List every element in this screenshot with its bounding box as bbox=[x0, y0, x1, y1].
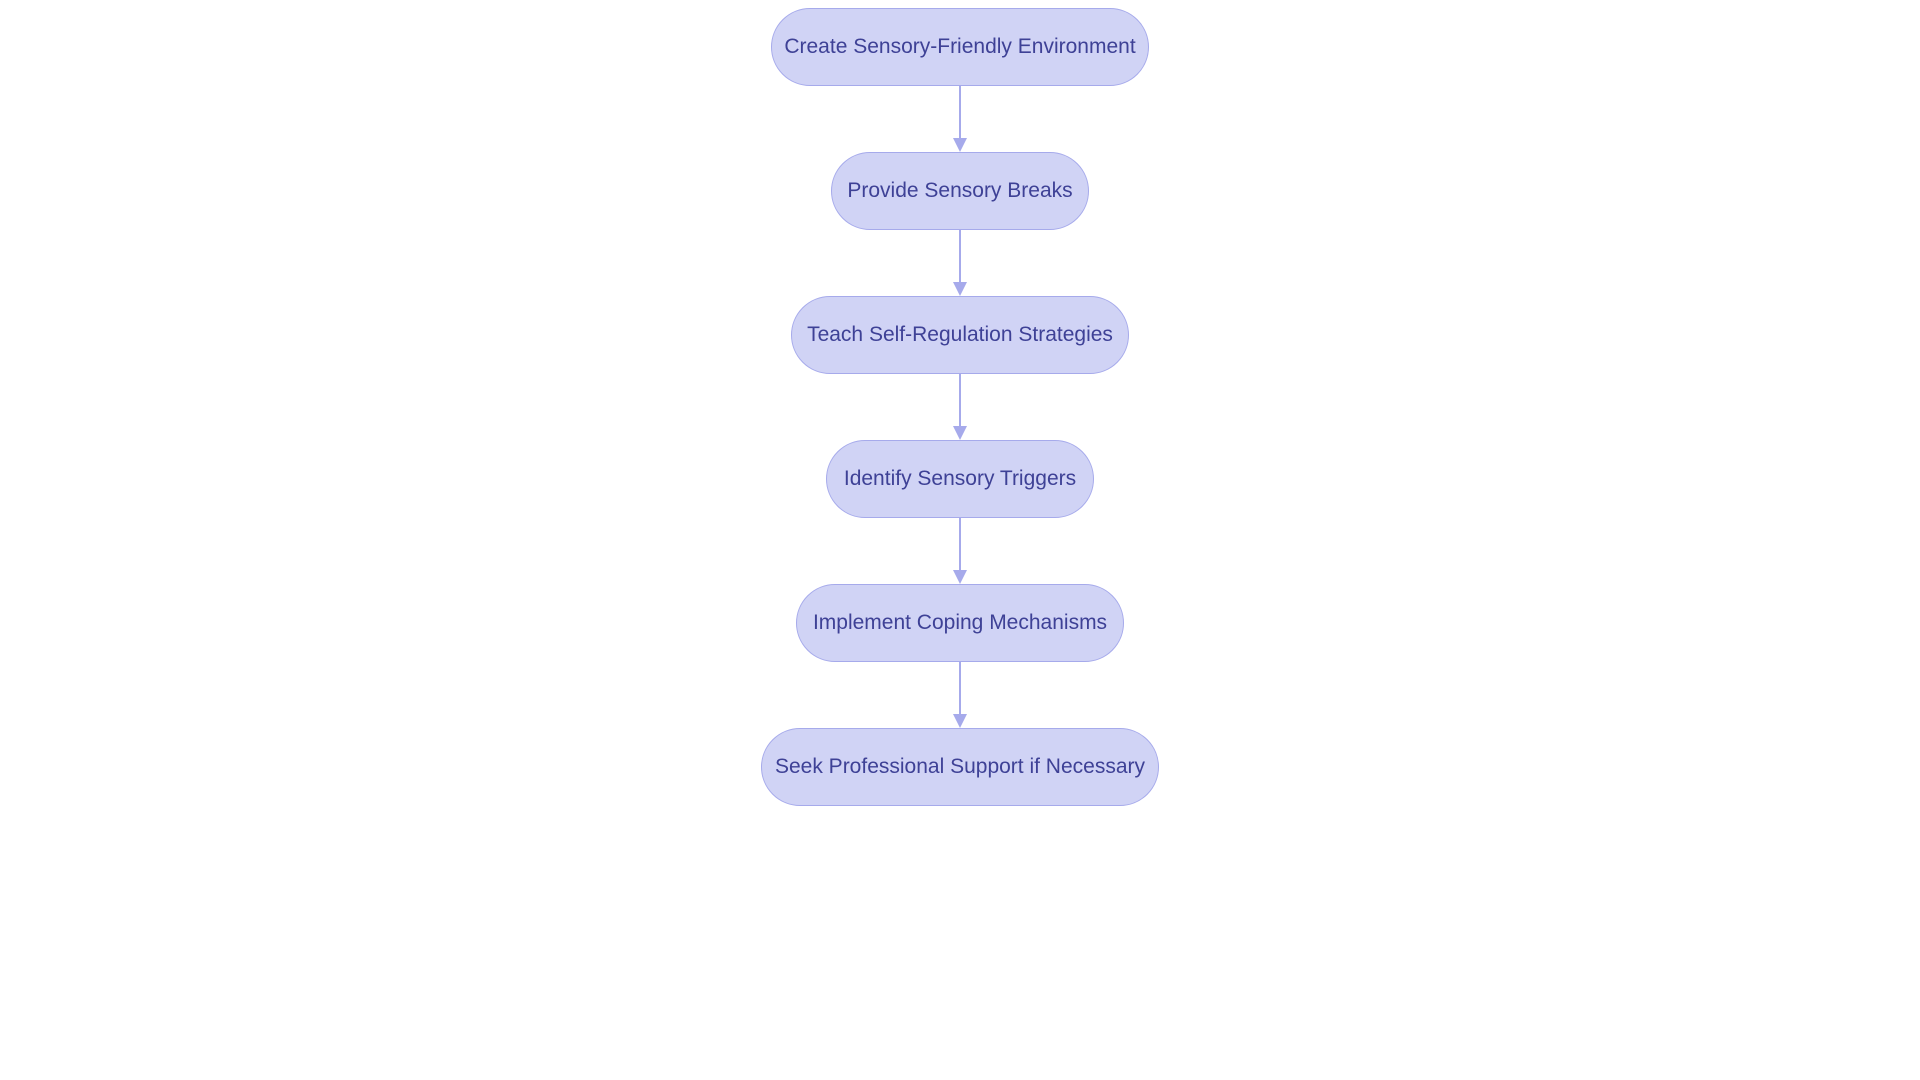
flowchart-node: Provide Sensory Breaks bbox=[831, 152, 1089, 230]
connector-line bbox=[959, 374, 961, 426]
arrow-down-icon bbox=[953, 714, 967, 728]
node-label: Identify Sensory Triggers bbox=[844, 467, 1076, 491]
flowchart-connector bbox=[953, 662, 967, 728]
flowchart-node: Teach Self-Regulation Strategies bbox=[791, 296, 1129, 374]
node-label: Seek Professional Support if Necessary bbox=[775, 755, 1145, 779]
flowchart-connector bbox=[953, 86, 967, 152]
flowchart-connector bbox=[953, 230, 967, 296]
arrow-down-icon bbox=[953, 138, 967, 152]
connector-line bbox=[959, 662, 961, 714]
node-label: Implement Coping Mechanisms bbox=[813, 611, 1107, 635]
flowchart-node: Create Sensory-Friendly Environment bbox=[771, 8, 1149, 86]
flowchart-container: Create Sensory-Friendly Environment Prov… bbox=[761, 8, 1159, 806]
node-label: Create Sensory-Friendly Environment bbox=[784, 35, 1135, 59]
flowchart-connector bbox=[953, 518, 967, 584]
connector-line bbox=[959, 86, 961, 138]
flowchart-node: Identify Sensory Triggers bbox=[826, 440, 1094, 518]
arrow-down-icon bbox=[953, 282, 967, 296]
flowchart-node: Seek Professional Support if Necessary bbox=[761, 728, 1159, 806]
connector-line bbox=[959, 518, 961, 570]
connector-line bbox=[959, 230, 961, 282]
arrow-down-icon bbox=[953, 426, 967, 440]
flowchart-node: Implement Coping Mechanisms bbox=[796, 584, 1124, 662]
flowchart-connector bbox=[953, 374, 967, 440]
arrow-down-icon bbox=[953, 570, 967, 584]
node-label: Teach Self-Regulation Strategies bbox=[807, 323, 1113, 347]
node-label: Provide Sensory Breaks bbox=[847, 179, 1072, 203]
